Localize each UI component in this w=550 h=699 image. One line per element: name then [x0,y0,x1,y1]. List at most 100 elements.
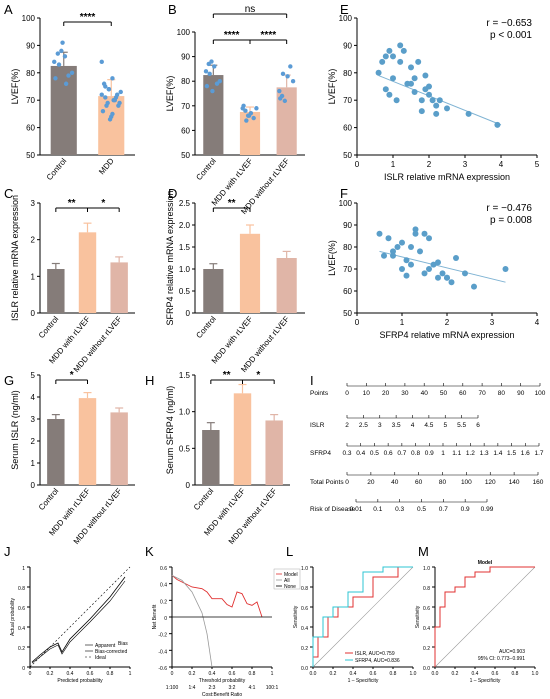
nomogram-tick-label: 120 [485,479,496,486]
data-point [433,110,440,117]
y-tick-label: 80 [343,69,352,78]
sig-label: **** [261,30,277,41]
fit-line [379,250,506,283]
y-tick-label: 0.6 [423,606,430,612]
y-tick-label: 90 [26,41,35,50]
x2-tick-label: 100:1 [266,685,279,691]
auc-annotation: 95% CI: 0.773−0.991 [478,656,525,662]
data-point [429,97,436,104]
y-tick-label: 0.8 [301,586,308,592]
legend-label: Bias-corrected [95,649,127,655]
x2-axis-label: Cost:Benefit Ratio [202,692,243,698]
data-point [403,272,410,279]
data-point [408,261,414,268]
y-tick-label: 1 [31,272,36,281]
y-tick-label: 1.0 [301,566,308,572]
nomogram-tick-label: 1 [441,450,445,457]
data-point [101,81,107,86]
panel-m: 0.0 0.2 0.4 0.6 0.8 1.0 Sensitivity 0.0 0.2 0.4 0.… [415,560,539,684]
auc-annotation: AUC=0.903 [499,649,525,655]
legend-label: None [284,584,296,590]
y-tick-label: 2.0 [179,221,191,230]
y-tick-label: 0.2 [301,646,308,652]
data-point [204,83,210,89]
data-point [465,110,472,117]
x-tick-label: 5 [535,160,540,169]
y-tick-label: 60 [181,126,190,135]
bar [265,420,283,485]
category-label: Control [192,486,216,512]
x-tick-label: 0.4 [472,671,479,677]
panel-label-h: H [145,373,154,388]
panel-c: 0 1 2 3 ISLR relative mRNA expression Control… [10,195,135,374]
r-value: r = −0.653 [486,18,532,29]
x-tick-label: 3 [490,318,495,327]
reference-diagonal [434,566,536,668]
nomogram-row-label: Total Points [310,479,344,486]
data-point [277,88,282,94]
panel-e: 50 60 70 80 90 100 LVEF(%) 0 1 2 3 4 5 ISLR relative … [327,14,540,182]
data-point [207,71,212,77]
nomogram-row-label: Risk of Disease [310,506,356,513]
series-line [31,576,126,663]
x-axis-label: ISLR relative mRNA expression [384,172,510,182]
nomogram-tick-label: 4.5 [424,422,433,429]
data-point [426,235,432,242]
legend-label: Model [284,572,298,578]
y-tick-label: 1 [31,459,36,468]
nomogram-tick-label: 5.5 [457,422,466,429]
data-point [453,255,459,261]
bar [47,419,65,485]
y-tick-label: -0.4 [158,649,167,655]
y-tick-label: 0.6 [18,606,25,612]
nomogram-tick-label: 40 [391,479,399,486]
y-tick-label: 0.0 [301,666,308,672]
data-point [254,106,259,111]
x-axis-label: 1 – Specificity [348,678,379,684]
data-point [55,51,61,56]
data-point [288,64,293,69]
y-tick-label: 0.6 [301,606,308,612]
series-line [434,566,535,667]
sig-label: **** [80,12,96,23]
x-axis-label: 1 – Specificity [470,678,501,684]
y-tick-label: 0.8 [423,586,430,592]
x-tick-label: 0 [355,318,360,327]
panel-label-d: D [168,186,177,201]
data-point [381,252,387,259]
nomogram-tick-label: 0.3 [395,506,404,513]
nomogram-tick-label: 0 [345,390,349,397]
legend-label: Apparent [95,643,116,649]
legend-label: Bias [118,641,128,647]
x-tick-label: 1 [400,318,405,327]
data-point [415,58,422,65]
nomogram-tick-label: 0.3 [342,450,351,457]
panel-label-m: M [418,544,429,559]
x2-tick-label: 4:1 [249,685,256,691]
x-tick-label: 4 [499,160,504,169]
y-tick-label: 2 [31,437,36,446]
nomogram-tick-label: 20 [382,390,390,397]
y-tick-label: 80 [181,77,190,86]
x-tick-label: 2 [427,160,432,169]
data-point [422,72,429,79]
data-point [278,96,283,101]
y-tick-label: 0 [31,309,36,318]
y-tick-label: 60 [343,124,352,133]
nomogram-tick-label: 160 [533,479,544,486]
data-point [63,81,69,86]
nomogram-tick-label: 3.5 [392,422,401,429]
x-tick-label: 0 [29,671,32,677]
r-value: r = −0.476 [486,203,532,214]
panel-a: 50 60 70 80 90 100 LVEF(%) Control MDD **** [10,12,135,182]
y-tick-label: 60 [26,124,35,133]
bar [233,393,252,485]
x-tick-label: 0.4 [67,671,74,677]
data-point [390,252,396,259]
y-axis-label: SFRP4 relative mRNA expression [165,190,175,325]
nomogram-tick-label: 1.4 [493,450,502,457]
nomogram-tick-label: 0.6 [384,450,393,457]
y-tick-label: 0 [164,616,167,622]
sig-label: ** [223,370,231,381]
y-tick-label: 60 [343,287,352,296]
